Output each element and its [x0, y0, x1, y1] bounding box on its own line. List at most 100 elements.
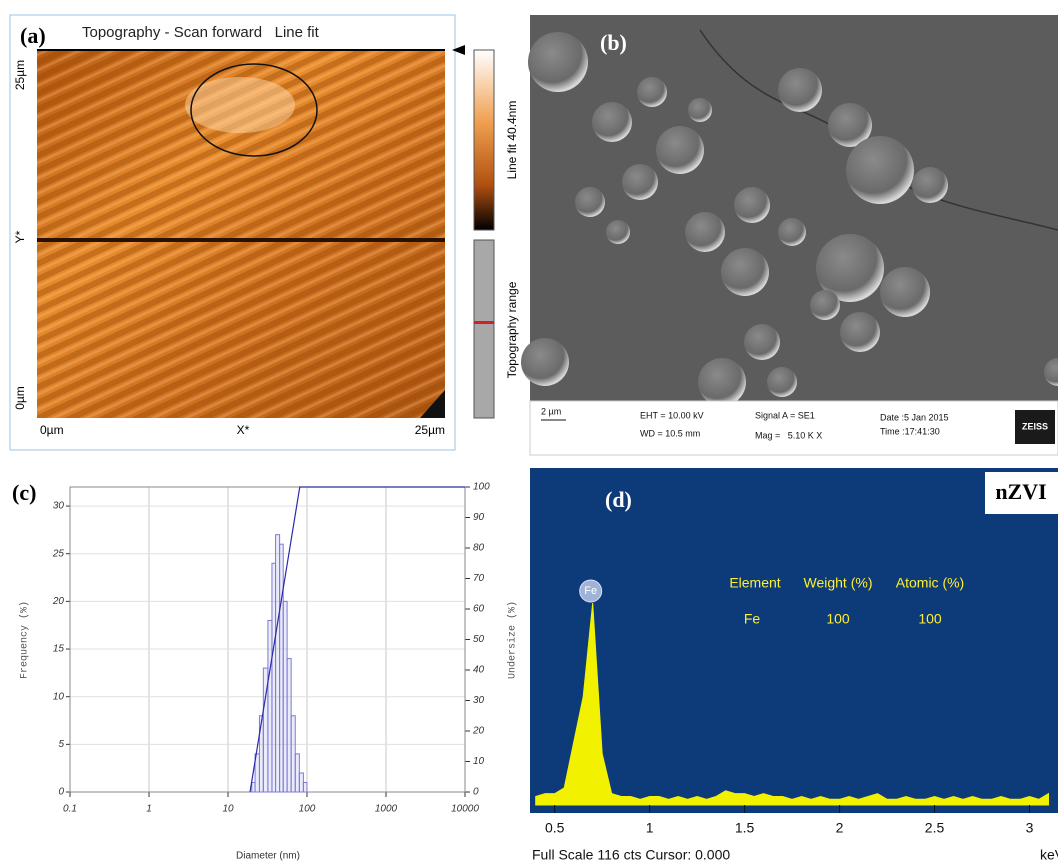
table-cell: 100 — [918, 611, 942, 627]
bar — [294, 753, 300, 793]
afm-title: Topography - Scan forward Line fit — [82, 24, 320, 41]
y-tick-label: 20 — [52, 596, 65, 607]
x-tick-label: 1 — [646, 820, 654, 836]
table-header: Element — [729, 575, 780, 591]
colorbar — [473, 49, 495, 231]
x-label: 0µm — [40, 423, 64, 437]
cumulative-line — [249, 486, 465, 793]
bar — [275, 534, 281, 793]
x-tick-label: 0.5 — [545, 820, 565, 836]
bar — [302, 781, 308, 793]
y-label: 0µm — [13, 386, 27, 410]
sphere — [744, 324, 780, 360]
sphere — [846, 136, 914, 204]
info-bar — [529, 400, 1058, 456]
sphere — [767, 367, 797, 397]
panel-label: (b) — [600, 30, 627, 55]
highlight-ellipse — [190, 63, 318, 157]
sphere — [828, 103, 872, 147]
spectrum — [535, 602, 1049, 806]
panel-b: (b) 2 µm EHT = 10.00 kV WD = 10.5 mm Sig… — [521, 15, 1058, 456]
range-marker — [474, 321, 494, 324]
x-tick-label: 2 — [836, 820, 844, 836]
y2-tick-label: 100 — [473, 482, 490, 493]
panel-label: (c) — [12, 480, 36, 505]
corner — [420, 390, 445, 418]
table-cell: 100 — [826, 611, 850, 627]
x-label: X* — [237, 423, 250, 437]
y2-axis-title: Undersize (%) — [507, 601, 519, 679]
y-tick-label: 25 — [52, 548, 65, 559]
x-label: 25µm — [415, 423, 445, 437]
axis-strip — [530, 813, 1058, 865]
y-label: 25µm — [13, 60, 27, 90]
y-tick-label: 5 — [58, 739, 64, 750]
y-label: Y* — [13, 230, 27, 243]
peak-label: Fe — [584, 585, 597, 597]
sphere — [810, 290, 840, 320]
sphere — [912, 167, 948, 203]
x-tick-label: 10000 — [451, 804, 479, 815]
y2-tick-label: 60 — [473, 604, 485, 615]
info: EHT = 10.00 kV — [640, 410, 704, 420]
scan-line — [37, 238, 445, 242]
sphere — [592, 102, 632, 142]
x-tick-label: 10 — [222, 804, 234, 815]
sphere — [521, 338, 569, 386]
sphere — [575, 187, 605, 217]
sphere — [1044, 358, 1058, 386]
y2-tick-label: 80 — [473, 543, 485, 554]
info: Mag = 5.10 K X — [755, 430, 822, 440]
colorbar-label: Line fit 40.4nm — [505, 101, 519, 180]
y2-tick-label: 10 — [473, 756, 485, 767]
x-tick-label: 1000 — [375, 804, 398, 815]
bar — [290, 715, 296, 793]
spheres — [521, 32, 1058, 406]
sphere — [880, 267, 930, 317]
sphere — [637, 77, 667, 107]
tag: nZVI — [995, 479, 1046, 504]
sphere — [606, 220, 630, 244]
sphere — [688, 98, 712, 122]
sphere — [622, 164, 658, 200]
sphere — [528, 32, 588, 92]
x-tick-label: 1.5 — [735, 820, 755, 836]
sphere — [778, 68, 822, 112]
x-tick-label: 2.5 — [925, 820, 945, 836]
y-axis-title: Frequency (%) — [19, 601, 31, 679]
panel-label: (d) — [605, 487, 632, 512]
logo — [1015, 410, 1055, 444]
x-axis-title: Diameter (nm) — [236, 851, 300, 862]
bar — [298, 772, 304, 793]
panel-c: (c) Frequency (%) Undersize (%) Diameter… — [12, 480, 519, 862]
marker — [452, 45, 465, 55]
y2-tick-label: 40 — [473, 665, 485, 676]
peak-marker — [579, 579, 603, 603]
x-tick-label: 3 — [1026, 820, 1034, 836]
y2-tick-label: 50 — [473, 634, 485, 645]
table-header: Weight (%) — [804, 575, 873, 591]
tag-box — [985, 472, 1058, 514]
x-tick-label: 0.1 — [63, 804, 77, 815]
sphere — [685, 212, 725, 252]
table-cell: Fe — [744, 611, 761, 627]
y2-tick-label: 0 — [473, 787, 479, 798]
bright-region — [185, 77, 295, 133]
brand: ZEISS — [1022, 421, 1048, 431]
y-tick-label: 30 — [53, 501, 65, 512]
table-header: Atomic (%) — [896, 575, 964, 591]
bar — [286, 658, 292, 793]
x-tick-label: 1 — [146, 804, 152, 815]
y2-tick-label: 20 — [472, 726, 485, 737]
plot-background — [530, 468, 1058, 813]
panel-label: (a) — [20, 23, 46, 48]
x-unit: keV — [1040, 847, 1058, 863]
bar — [267, 619, 273, 793]
sphere — [698, 358, 746, 406]
panel-d: (d) nZVI Element Weight (%) Atomic (%) F… — [530, 468, 1058, 865]
x-tick-label: 100 — [299, 804, 316, 815]
range-label: Topography range — [505, 281, 519, 378]
sphere — [816, 234, 884, 302]
footer: Full Scale 116 cts Cursor: 0.000 — [532, 847, 730, 863]
info: Signal A = SE1 — [755, 410, 815, 420]
